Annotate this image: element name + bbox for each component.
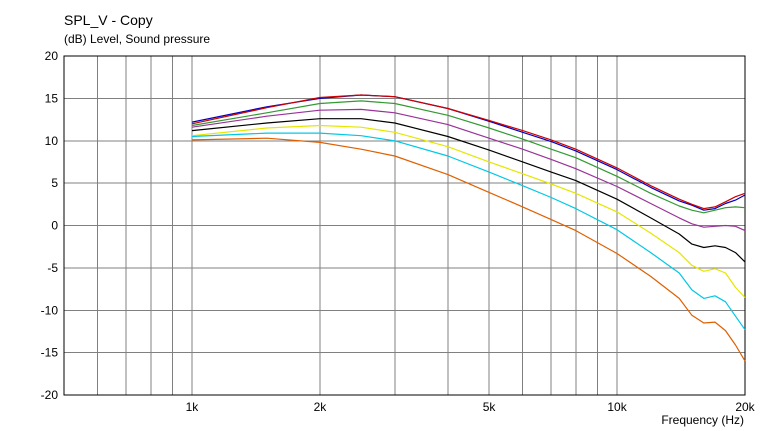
y-tick-label: 0: [51, 219, 58, 233]
series-line: [191, 132, 746, 331]
y-tick-label: -15: [41, 346, 59, 360]
series-line: [191, 100, 746, 214]
series-line: [191, 108, 746, 232]
y-tick-label: 15: [45, 91, 59, 105]
series-line: [191, 94, 746, 210]
plot-frame: [63, 55, 746, 396]
x-tick-label: 10k: [607, 400, 627, 414]
y-axis-label: (dB) Level, Sound pressure: [64, 32, 211, 46]
y-tick-label: 5: [51, 176, 58, 190]
x-tick-label: 1k: [186, 400, 200, 414]
series-line: [191, 137, 746, 362]
series-line: [191, 94, 746, 211]
chart-title: SPL_V - Copy: [64, 12, 153, 28]
series-line: [191, 118, 746, 263]
series-line: [191, 124, 746, 298]
x-tick-label: 5k: [483, 400, 497, 414]
y-tick-label: -10: [41, 303, 59, 317]
x-tick-label: 20k: [735, 400, 755, 414]
x-tick-label: 2k: [314, 400, 328, 414]
y-tick-label: -5: [47, 261, 58, 275]
y-tick-label: 10: [45, 134, 59, 148]
x-axis-label: Frequency (Hz): [661, 413, 744, 427]
y-tick-label: -20: [41, 388, 59, 402]
y-tick-label: 20: [45, 49, 59, 63]
